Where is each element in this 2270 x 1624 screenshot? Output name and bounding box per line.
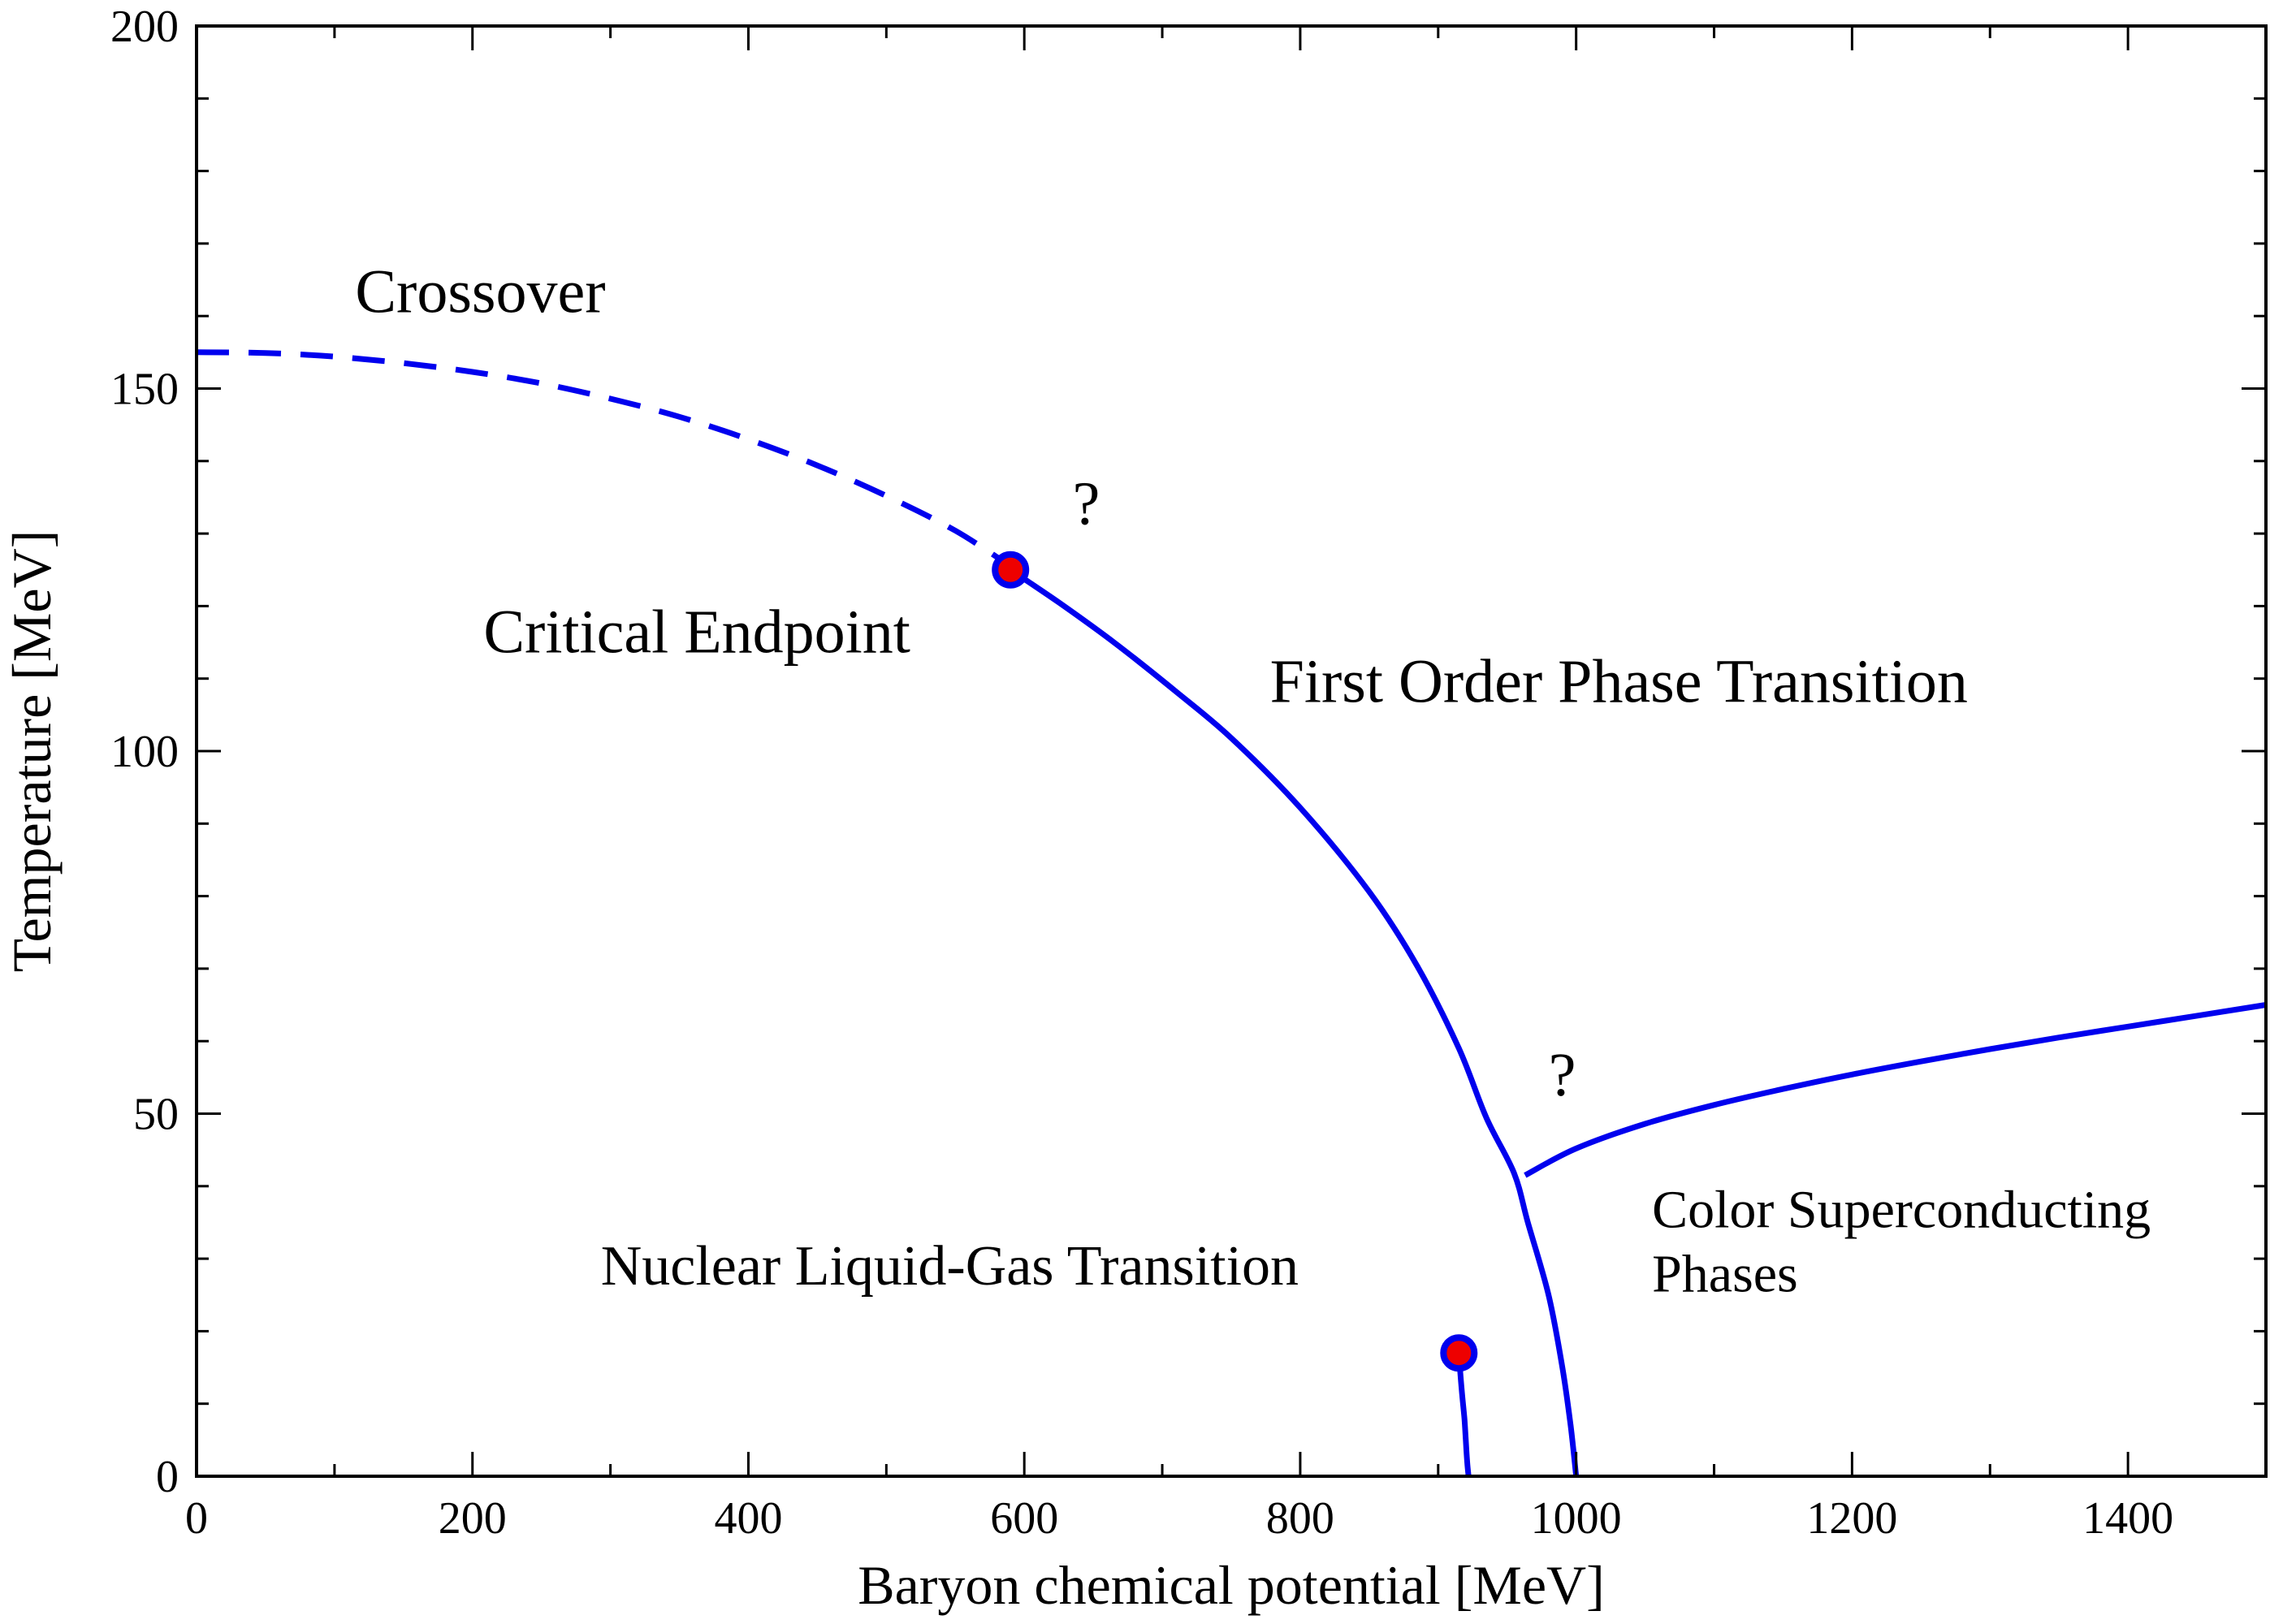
y-tick-label: 100 [110, 727, 179, 777]
x-tick-label: 0 [185, 1493, 208, 1544]
annotation-crossover: Crossover [355, 258, 605, 326]
x-tick-label: 400 [714, 1493, 782, 1544]
marker-critical-endpoint [992, 551, 1030, 589]
marker-layer [992, 551, 1478, 1372]
y-tick-label: 50 [133, 1090, 179, 1140]
x-tick-label: 1400 [2082, 1493, 2173, 1544]
x-tick-label: 800 [1266, 1493, 1334, 1544]
x-tick-label: 200 [439, 1493, 507, 1544]
series-color-superconducting-boundary-line [1524, 1002, 2267, 1178]
y-tick-label: 150 [110, 365, 179, 415]
series-nuclear-liquid-gas-transition-line [1455, 1352, 1472, 1477]
annotation-color-sc-line1: Color Superconducting [1652, 1181, 2151, 1240]
y-tick-label: 0 [156, 1452, 179, 1502]
y-axis-title: Temperature [MeV] [1, 530, 63, 973]
tick-label-layer: 0 200 400 600 800 1000 1200 1400 0 50 100 150 200 [110, 2, 2173, 1544]
x-tick-label: 1200 [1806, 1493, 1897, 1544]
x-tick-label: 1000 [1531, 1493, 1622, 1544]
series-layer [196, 349, 2267, 1477]
y-tick-label: 200 [110, 2, 179, 52]
annotation-q1: ? [1073, 469, 1100, 538]
annotation-layer: Crossover? Critical Endpoint First Order P… [355, 258, 2151, 1304]
annotation-q2: ? [1549, 1041, 1576, 1109]
plot-frame [195, 24, 2268, 1478]
annotation-first-order: First Order Phase Transition [1270, 647, 1968, 715]
annotation-color-sc-line2: Phases [1652, 1244, 1798, 1303]
annotation-nuclear-lg: Nuclear Liquid-Gas Transition [601, 1235, 1299, 1298]
x-tick-label: 600 [990, 1493, 1058, 1544]
marker-nuclear-liquid-gas-endpoint [1440, 1334, 1478, 1372]
x-axis-title: Baryon chemical potential [MeV] [858, 1554, 1605, 1616]
annotation-critical-endpoint: Critical Endpoint [483, 598, 910, 667]
series-crossover-line [196, 349, 1013, 569]
series-first-order-phase-transition-line [1009, 567, 1580, 1477]
